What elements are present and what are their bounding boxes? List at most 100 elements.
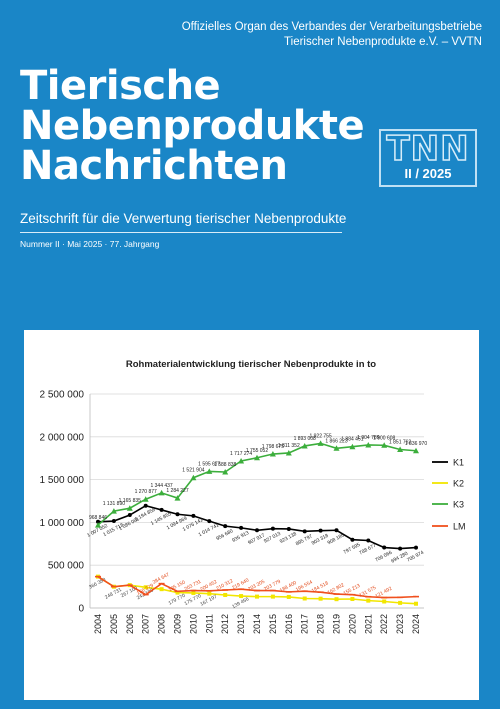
data-label: 1 922 755 xyxy=(309,433,331,439)
data-point xyxy=(317,440,324,446)
data-point xyxy=(110,508,117,514)
data-point xyxy=(398,546,403,551)
x-tick-label: 2004 xyxy=(93,614,103,634)
data-point xyxy=(191,590,196,595)
data-point xyxy=(239,525,244,530)
data-label: 1 904 789 xyxy=(357,435,379,441)
x-tick-label: 2021 xyxy=(363,614,373,634)
y-tick-label: 2 000 000 xyxy=(40,432,85,443)
tnn-logo: TNN xyxy=(386,129,470,169)
data-point xyxy=(223,524,228,529)
data-point xyxy=(143,585,148,590)
data-label: 1 270 877 xyxy=(135,489,157,495)
legend-label-lm: LM xyxy=(453,522,466,532)
data-point xyxy=(222,468,229,475)
data-point xyxy=(190,474,197,481)
data-point xyxy=(350,537,355,542)
divider xyxy=(20,232,342,233)
data-point xyxy=(254,454,260,461)
data-point xyxy=(414,601,418,606)
data-point xyxy=(96,519,100,524)
magazine-subtitle: Zeitschrift für die Verwertung tierische… xyxy=(20,211,347,226)
y-tick-label: 1 500 000 xyxy=(40,475,85,486)
data-point xyxy=(159,507,164,512)
legend-label-k3: K3 xyxy=(453,500,464,510)
data-point xyxy=(381,442,388,448)
publisher-note: Offizielles Organ des Verbandes der Vera… xyxy=(122,20,482,50)
data-point xyxy=(143,503,148,508)
data-point xyxy=(95,522,101,528)
data-label: 1 131 890 xyxy=(103,501,125,507)
data-label: 1 851 762 xyxy=(389,439,411,445)
issue-info: Nummer II · Mai 2025 · 77. Jahrgang xyxy=(20,239,160,249)
data-label: 1 884 451 xyxy=(341,437,363,443)
x-tick-label: 2023 xyxy=(395,614,405,634)
data-label: 705 974 xyxy=(406,550,425,564)
data-point xyxy=(382,599,387,604)
data-label: 1 588 838 xyxy=(214,462,236,468)
data-point xyxy=(223,592,228,597)
raw-material-chart: Rohmaterialentwicklung tierischer Nebenp… xyxy=(40,359,466,634)
data-label: 1 165 835 xyxy=(119,498,141,504)
chart-card: Rohmaterialentwicklung tierischer Nebenp… xyxy=(24,330,479,700)
data-label: 1 595 677 xyxy=(198,461,220,467)
data-label: 788 677 xyxy=(358,543,377,557)
data-point xyxy=(175,590,180,595)
data-point xyxy=(270,526,275,531)
chart-title: Rohmaterialentwicklung tierischer Nebenp… xyxy=(126,359,376,370)
x-tick-label: 2009 xyxy=(173,614,183,634)
data-label: 1 521 904 xyxy=(182,468,204,474)
x-tick-label: 2014 xyxy=(252,614,262,634)
y-tick-label: 1 000 000 xyxy=(40,518,85,529)
data-point xyxy=(255,528,259,533)
data-label: 1 284 227 xyxy=(166,488,188,494)
data-point xyxy=(207,591,212,596)
data-point xyxy=(302,596,307,601)
data-point xyxy=(382,545,387,550)
x-tick-label: 2005 xyxy=(109,614,119,634)
data-label: 167 197 xyxy=(199,594,218,608)
x-tick-label: 2020 xyxy=(347,614,357,634)
data-point xyxy=(366,538,371,543)
data-point xyxy=(366,598,371,603)
legend-label-k1: K1 xyxy=(453,458,464,468)
data-point xyxy=(414,545,418,550)
data-label: 1 755 052 xyxy=(246,448,268,454)
x-tick-label: 2015 xyxy=(268,614,278,634)
data-point xyxy=(206,468,213,474)
data-point xyxy=(285,449,292,456)
data-point xyxy=(365,441,372,448)
y-tick-label: 0 xyxy=(78,604,84,615)
data-label: 1 836 970 xyxy=(405,441,427,447)
data-point xyxy=(191,513,196,518)
x-tick-label: 2008 xyxy=(157,614,167,634)
data-point xyxy=(333,445,340,451)
data-point xyxy=(126,505,133,511)
data-point xyxy=(127,513,132,518)
data-point xyxy=(255,594,259,599)
data-label: 366 380 xyxy=(88,577,107,591)
x-tick-label: 2024 xyxy=(411,614,421,634)
data-point xyxy=(349,443,356,450)
x-tick-label: 2018 xyxy=(316,614,326,634)
data-label: 1 893 008 xyxy=(294,436,316,442)
data-label: 1 866 223 xyxy=(325,438,347,444)
y-tick-label: 500 000 xyxy=(48,561,85,572)
data-point xyxy=(270,594,275,599)
publisher-line-1: Offizielles Organ des Verbandes der Vera… xyxy=(181,21,482,33)
data-point xyxy=(286,594,291,599)
data-point xyxy=(269,451,276,457)
data-point xyxy=(413,447,419,454)
data-point xyxy=(398,600,403,605)
data-label: 968 846 xyxy=(89,515,107,521)
x-tick-label: 2016 xyxy=(284,614,294,634)
data-label: 1 811 352 xyxy=(278,443,300,449)
data-point xyxy=(334,528,339,533)
data-label: 1 717 274 xyxy=(230,451,252,457)
title-line-1: Tierische xyxy=(20,63,221,109)
tnn-logo-box: TNN II / 2025 xyxy=(379,129,477,187)
data-point xyxy=(302,529,307,534)
title-line-2: Nebenprodukte xyxy=(20,103,365,149)
x-tick-label: 2013 xyxy=(236,614,246,634)
x-tick-label: 2007 xyxy=(141,614,151,634)
